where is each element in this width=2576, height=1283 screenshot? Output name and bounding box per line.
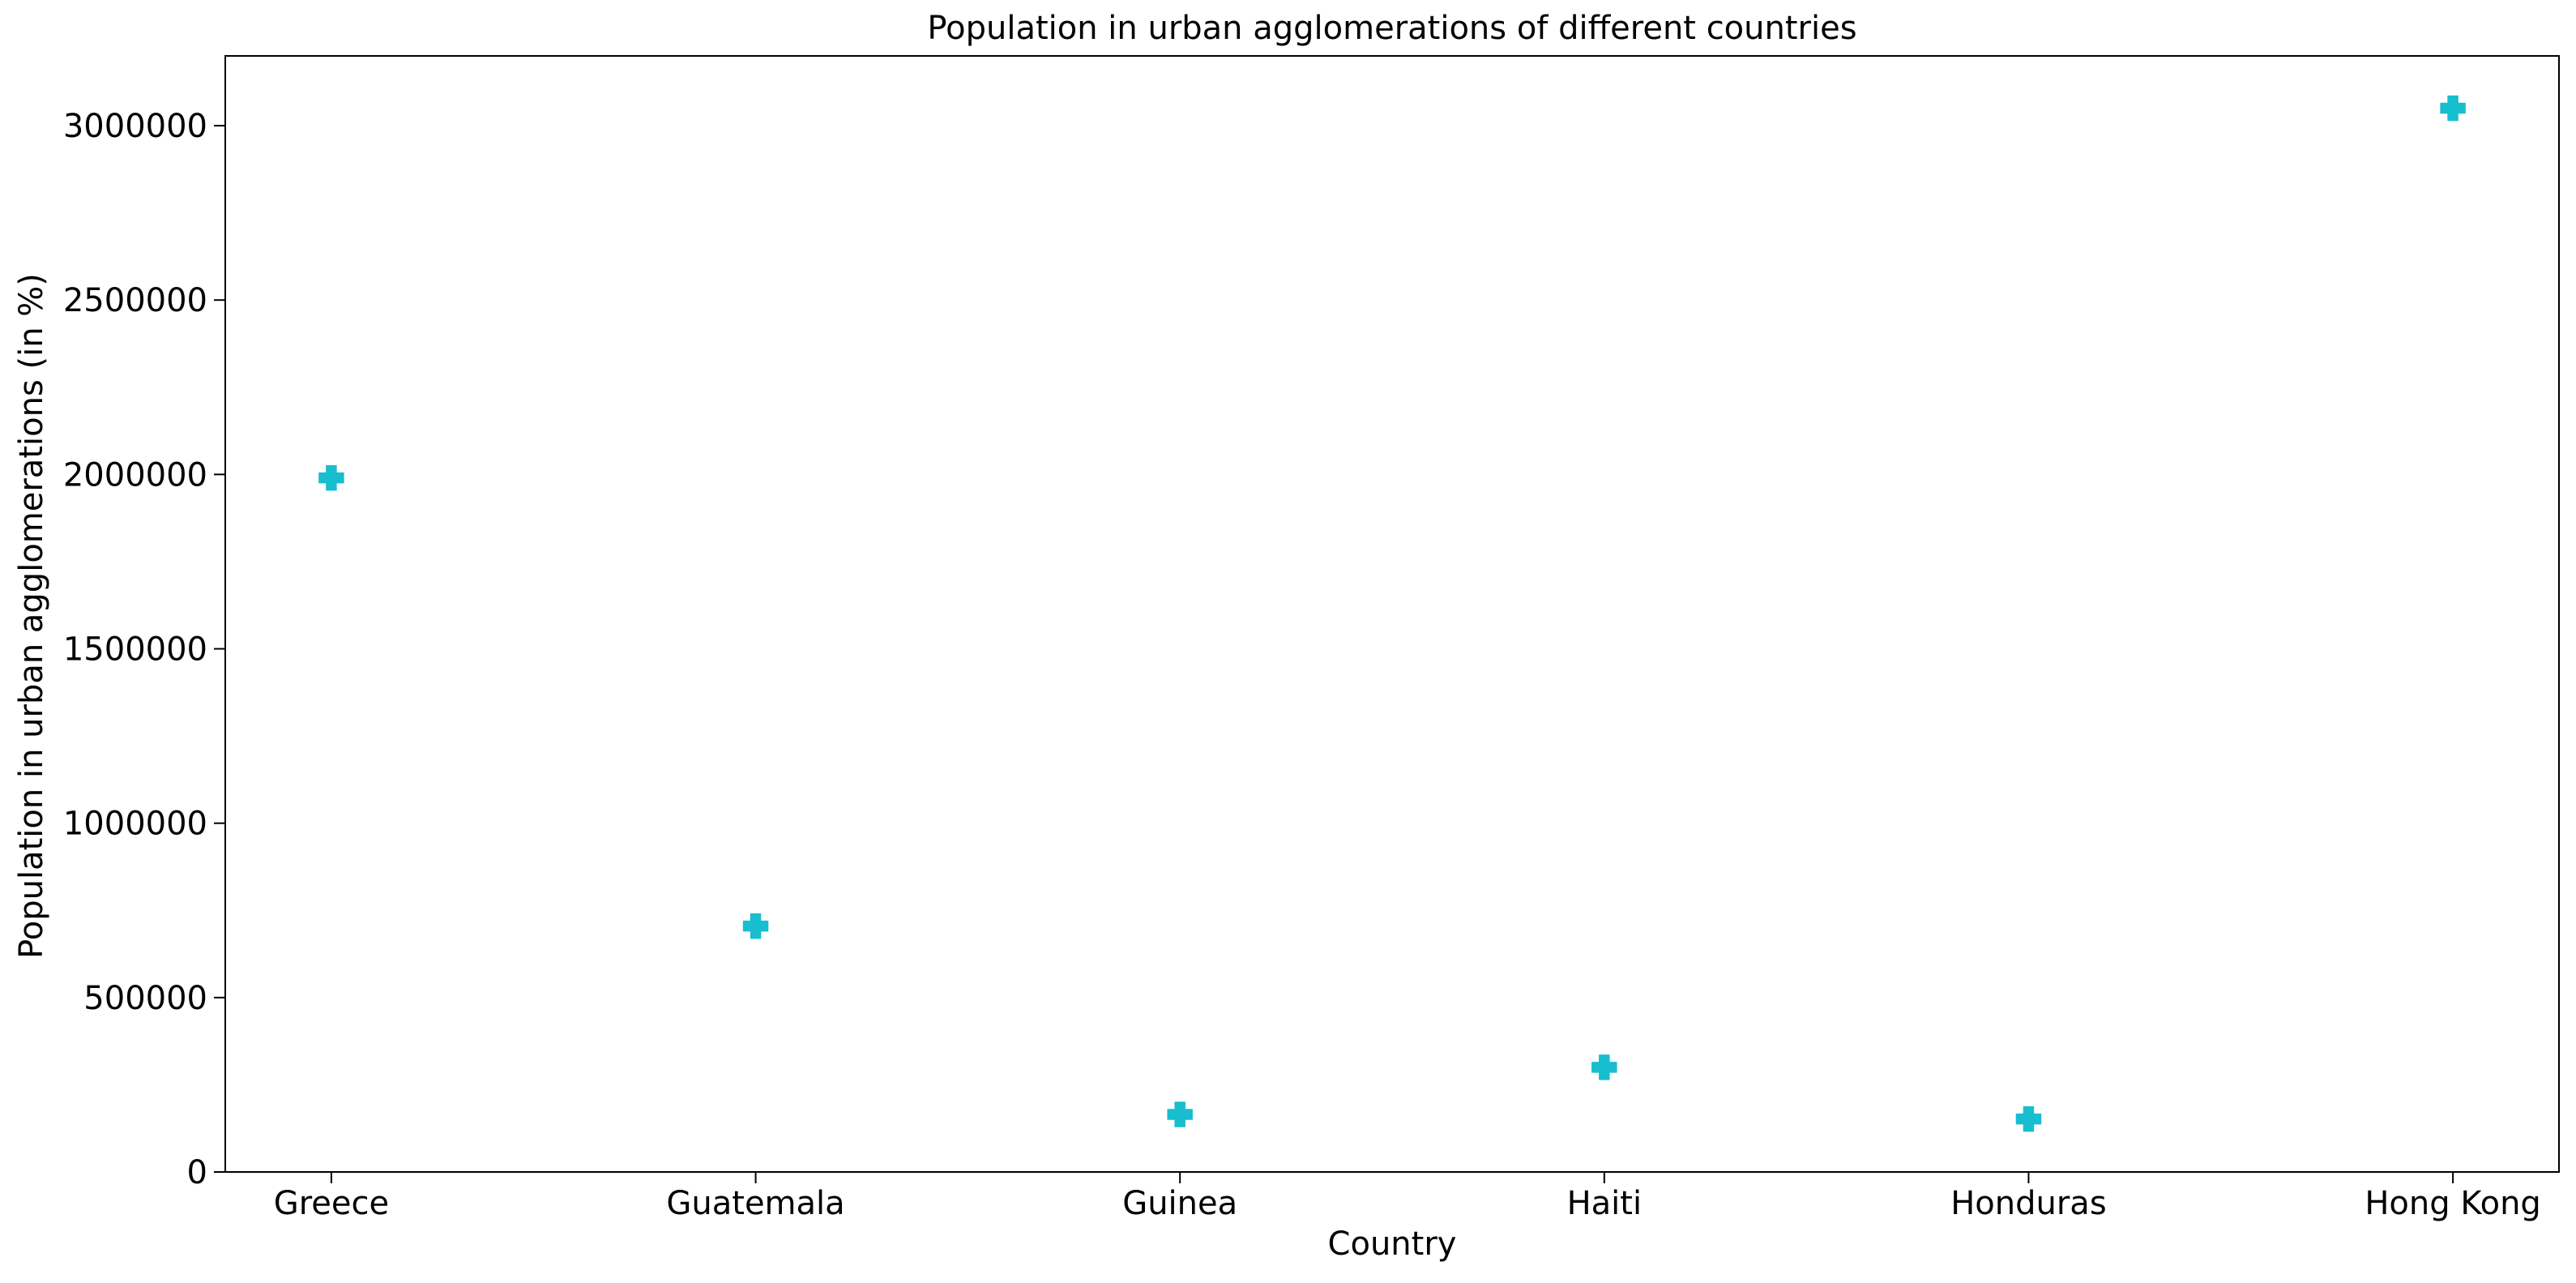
x-tick-label: Greece <box>274 1185 389 1222</box>
x-tick-label: Guatemala <box>666 1185 844 1222</box>
y-axis: 0 500000 1000000 1500000 2000000 2500000 30000… <box>63 108 225 1191</box>
plot-frame <box>224 55 2560 1173</box>
y-axis-label: Population in urban agglomerations (in %… <box>13 273 50 959</box>
data-point <box>2015 1106 2042 1132</box>
x-tick-label: Haiti <box>1567 1185 1643 1222</box>
y-tick-label: 1000000 <box>63 806 207 843</box>
data-point <box>2440 95 2466 122</box>
y-tick-label: 2000000 <box>63 456 207 494</box>
x-tick-label: Hong Kong <box>2365 1185 2540 1222</box>
y-tick-label: 2500000 <box>63 282 207 319</box>
y-tick-label: 1500000 <box>63 631 207 669</box>
data-point <box>318 464 344 491</box>
x-tick-label: Guinea <box>1122 1185 1237 1222</box>
plot-area <box>224 55 2560 1173</box>
x-axis: Greece Guatemala Guinea Haiti Honduras Hong K… <box>274 1172 2541 1222</box>
x-axis-label: Country <box>1328 1225 1457 1263</box>
data-points <box>318 95 2466 1132</box>
y-tick-label: 3000000 <box>63 108 207 145</box>
data-point <box>742 913 769 939</box>
data-point <box>1591 1054 1617 1080</box>
y-tick-label: 0 <box>187 1154 207 1191</box>
data-point <box>1167 1101 1193 1127</box>
chart-title: Population in urban agglomerations of di… <box>927 10 1856 47</box>
x-tick-label: Honduras <box>1950 1185 2106 1222</box>
y-tick-label: 500000 <box>83 980 207 1017</box>
